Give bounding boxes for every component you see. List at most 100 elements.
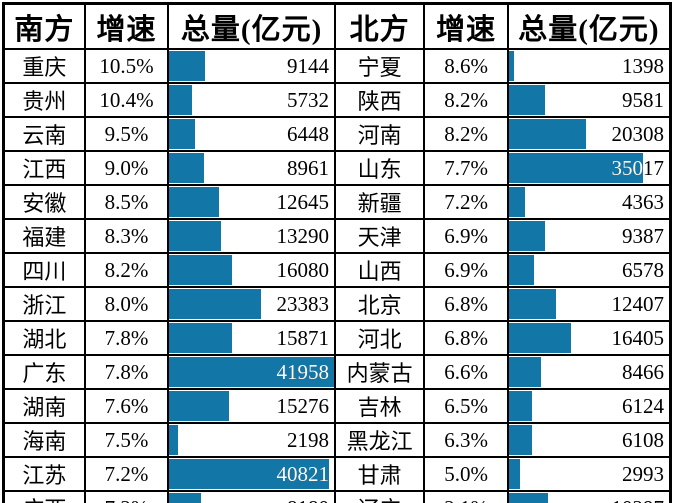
south-total-cell: 16080 16080: [167, 252, 336, 288]
south-total-cell: 8961 8961: [167, 150, 336, 186]
total-value: 20308: [611, 121, 665, 146]
south-growth-cell: 9.0%: [83, 150, 170, 186]
south-growth-cell: 7.8%: [83, 354, 170, 390]
north-total-cell: 8466 8466: [506, 354, 672, 390]
north-growth-cell: 6.8%: [423, 320, 509, 356]
south-total-cell: 13290 13290: [167, 218, 336, 254]
data-bar: [170, 357, 333, 387]
north-province-cell: 吉林: [333, 388, 426, 424]
north-total-cell: 1398 1398: [506, 48, 672, 84]
total-value: 8961: [286, 155, 329, 180]
total-value: 16080: [276, 257, 329, 282]
total-value-on-bar: 41958: [276, 359, 329, 384]
total-value-on-bar: 40821: [276, 461, 329, 486]
table-row: 云南 9.5% 6448 6448 河南 8.2% 20308 20308: [2, 116, 672, 152]
south-province-cell: 江西: [2, 150, 86, 186]
north-province-cell: 宁夏: [333, 48, 426, 84]
total-value: 23383: [276, 291, 329, 316]
north-province-cell: 内蒙古: [333, 354, 426, 390]
south-total-cell: 9144 9144: [167, 48, 336, 84]
data-bar: [509, 221, 545, 251]
south-total-cell: 40821 40821: [167, 456, 336, 492]
south-province-cell: 安徽: [2, 184, 86, 220]
total-value: 6108: [622, 427, 664, 452]
north-growth-cell: 8.2%: [423, 82, 509, 118]
north-province-cell: 黑龙江: [333, 422, 426, 458]
north-growth-cell: 6.3%: [423, 422, 509, 458]
header-south-region: 南方: [2, 2, 86, 50]
data-bar: [509, 323, 572, 353]
total-value: 9581: [622, 87, 664, 112]
north-total-cell: 6124 6124: [506, 388, 672, 424]
north-province-cell: 甘肃: [333, 456, 426, 492]
header-north-growth: 增速: [423, 2, 509, 50]
south-growth-cell: 7.2%: [83, 456, 170, 492]
south-province-cell: 四川: [2, 252, 86, 288]
total-value: 9144: [286, 53, 329, 78]
south-growth-cell: 8.5%: [83, 184, 170, 220]
north-growth-cell: 6.6%: [423, 354, 509, 390]
data-bar: [170, 289, 262, 319]
south-growth-cell: 8.3%: [83, 218, 170, 254]
table-row: 浙江 8.0% 23383 23383 北京 6.8% 12407 12407: [2, 286, 672, 322]
total-value: 15276: [276, 393, 329, 418]
south-total-cell: 15276 15276: [167, 388, 336, 424]
data-bar: [509, 493, 549, 503]
north-total-cell: 4363 4363: [506, 184, 672, 220]
north-growth-cell: 5.0%: [423, 456, 509, 492]
data-bar: [509, 153, 643, 183]
data-bar: [170, 119, 195, 149]
north-growth-cell: 2.1%: [423, 490, 509, 503]
total-value: 35017: [611, 155, 665, 180]
table-row: 湖南 7.6% 15276 15276 吉林 6.5% 6124 6124: [2, 388, 672, 424]
south-total-cell: 15871 15871: [167, 320, 336, 356]
north-growth-cell: 6.9%: [423, 218, 509, 254]
north-province-cell: 山西: [333, 252, 426, 288]
north-province-cell: 辽宁: [333, 490, 426, 503]
total-value: 4363: [622, 189, 664, 214]
total-value: 5732: [286, 87, 329, 112]
data-bar: [509, 289, 557, 319]
south-province-cell: 广西: [2, 490, 86, 503]
table-row: 江苏 7.2% 40821 40821 甘肃 5.0% 2993 2993: [2, 456, 672, 492]
south-province-cell: 江苏: [2, 456, 86, 492]
total-value: 15871: [276, 325, 329, 350]
south-total-cell: 23383 23383: [167, 286, 336, 322]
south-province-cell: 海南: [2, 422, 86, 458]
total-value: 10297: [510, 493, 669, 503]
north-growth-cell: 8.6%: [423, 48, 509, 84]
total-value: 2993: [622, 461, 664, 486]
total-value: 41958: [276, 359, 329, 384]
table-row: 江西 9.0% 8961 8961 山东 7.7% 35017 35017: [2, 150, 672, 186]
north-province-cell: 河北: [333, 320, 426, 356]
total-value: 2198: [286, 427, 329, 452]
data-bar: [509, 357, 542, 387]
total-value-on-bar: 35017: [611, 155, 664, 180]
total-value: 12645: [276, 189, 329, 214]
table-row: 福建 8.3% 13290 13290 天津 6.9% 9387 9387: [2, 218, 672, 254]
total-value: 1398: [622, 53, 664, 78]
total-value: 40821: [276, 461, 329, 486]
table-row: 安徽 8.5% 12645 12645 新疆 7.2% 4363 4363: [2, 184, 672, 220]
data-bar: [170, 187, 219, 217]
south-province-cell: 浙江: [2, 286, 86, 322]
north-total-cell: 6108 6108: [506, 422, 672, 458]
table-row: 广西7.2%81808180辽宁2.1%1029710297: [2, 490, 672, 503]
data-bar: [170, 425, 178, 455]
data-bar: [509, 51, 515, 81]
data-bar: [170, 255, 233, 285]
south-growth-cell: 7.5%: [83, 422, 170, 458]
north-total-cell: 2993 2993: [506, 456, 672, 492]
data-bar: [170, 153, 205, 183]
data-bar: [170, 221, 222, 251]
table-row: 海南 7.5% 2198 2198 黑龙江 6.3% 6108 6108: [2, 422, 672, 458]
south-growth-cell: 7.6%: [83, 388, 170, 424]
north-province-cell: 天津: [333, 218, 426, 254]
north-growth-cell: 7.7%: [423, 150, 509, 186]
south-growth-cell: 10.4%: [83, 82, 170, 118]
table-row: 广东 7.8% 41958 41958 内蒙古 6.6% 8466 8466: [2, 354, 672, 390]
total-value: 8466: [622, 359, 664, 384]
south-province-cell: 贵州: [2, 82, 86, 118]
south-province-cell: 湖南: [2, 388, 86, 424]
